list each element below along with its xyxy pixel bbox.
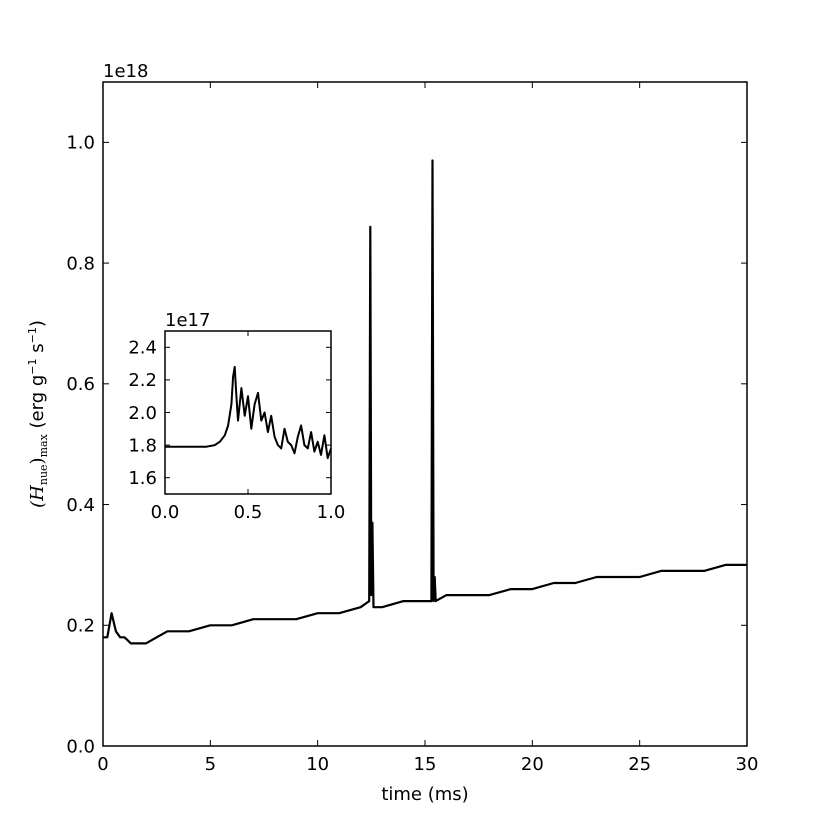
x-tick-label: 0 [97, 754, 108, 775]
ylabel-main: (H [27, 485, 48, 508]
inset-plot: 0.0 0.5 1.0 1.6 1.8 2.0 2.2 2.4 1e17 [128, 310, 345, 523]
inset-offset-text: 1e17 [165, 310, 210, 331]
inset-plot-frame [164, 330, 332, 495]
inset-series-line [165, 365, 332, 460]
ylabel-mid: ) [27, 457, 48, 464]
main-ticks: 0 5 10 15 20 25 30 0.0 0.2 0.4 0.6 0.8 1.0 [66, 82, 758, 775]
x-tick-label: 20 [521, 754, 544, 775]
y-tick-label: 2.4 [128, 338, 157, 359]
main-plot: 0 5 10 15 20 25 30 0.0 0.2 0.4 0.6 0.8 1.0 1e18 time… [26, 61, 758, 805]
y-tick-label: 0.6 [66, 374, 95, 395]
y-tick-label: 1.0 [66, 133, 95, 154]
main-offset-text: 1e18 [103, 61, 148, 82]
y-tick-label: 1.8 [128, 435, 157, 456]
y-tick-label: 0.8 [66, 253, 95, 274]
x-tick-label: 30 [736, 754, 759, 775]
y-tick-label: 2.0 [128, 403, 157, 424]
x-tick-label: 5 [205, 754, 216, 775]
x-tick-label: 25 [628, 754, 651, 775]
ylabel-sub: nue [37, 464, 50, 485]
y-tick-label: 0.4 [66, 495, 95, 516]
ylabel-units-mid: s [27, 343, 48, 358]
x-tick-label: 10 [306, 754, 329, 775]
y-tick-label: 2.2 [128, 370, 157, 391]
ylabel-exp1: −1 [26, 359, 39, 375]
main-series-line [103, 159, 747, 645]
main-y-axis-label: (Hnue)max (erg g−1 s−1) [26, 320, 50, 508]
x-tick-label: 0.5 [234, 502, 263, 523]
ylabel-sub2: max [37, 433, 50, 457]
y-tick-label: 0.2 [66, 616, 95, 637]
x-tick-label: 0.0 [151, 502, 180, 523]
ylabel-units-pre: (erg g [27, 375, 48, 434]
y-tick-label: 0.0 [66, 736, 95, 757]
main-x-axis-label: time (ms) [381, 784, 468, 805]
ylabel-units-post: ) [27, 320, 48, 327]
x-tick-label: 15 [414, 754, 437, 775]
inset-ticks: 0.0 0.5 1.0 1.6 1.8 2.0 2.2 2.4 [128, 331, 345, 523]
ylabel-exp2: −1 [26, 327, 39, 343]
y-tick-label: 1.6 [128, 468, 157, 489]
x-tick-label: 1.0 [317, 502, 346, 523]
